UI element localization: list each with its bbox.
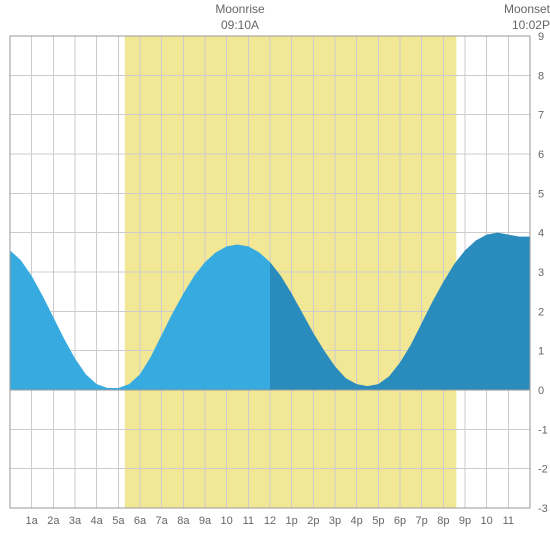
chart-svg: 1a2a3a4a5a6a7a8a9a1011121p2p3p4p5p6p7p8p… [0,0,550,550]
x-tick-label: 1p [286,515,298,527]
y-tick-label: -3 [538,503,548,515]
x-tick-label: 11 [503,515,514,527]
x-tick-label: 5a [112,515,125,527]
x-tick-label: 6p [394,515,406,527]
y-tick-label: 5 [538,188,544,200]
x-tick-label: 6a [134,515,147,527]
x-tick-label: 7a [156,515,169,527]
y-tick-label: 7 [538,110,544,122]
tide-chart: Moonrise 09:10A Moonset 10:02P 1a 2a 3a 4a 5… [0,0,550,550]
y-tick-label: -2 [538,464,548,476]
x-tick-label: 9p [459,515,471,527]
y-tick-label: 6 [538,149,544,161]
x-tick-label: 2a [47,515,60,527]
y-tick-label: 2 [538,306,544,318]
x-tick-label: 5p [372,515,384,527]
moonset-time: 10:02P [480,18,550,34]
y-tick-label: 8 [538,70,544,82]
x-tick-label: 3p [329,515,341,527]
y-tick-label: 1 [538,346,544,358]
x-tick-label: 1a [26,515,39,527]
moonrise-title: Moonrise [215,2,264,16]
y-tick-label: 0 [538,385,544,397]
x-tick-label: 8p [437,515,449,527]
x-tick-label: 9a [199,515,212,527]
x-tick-label: 12 [264,515,276,527]
x-tick-label: 10 [481,515,493,527]
y-tick-label: -1 [538,424,548,436]
y-tick-label: 3 [538,267,544,279]
moonset-label: Moonset 10:02P [480,2,550,33]
moonrise-time: 09:10A [200,18,280,34]
x-tick-label: 10 [221,515,233,527]
x-tick-label: 7p [416,515,428,527]
x-tick-label: 2p [307,515,319,527]
moonrise-label: Moonrise 09:10A [200,2,280,33]
x-tick-label: 11 [243,515,254,527]
x-tick-label: 4a [91,515,104,527]
y-tick-label: 4 [538,228,544,240]
x-tick-label: 4p [351,515,363,527]
x-tick-label: 3a [69,515,82,527]
x-tick-label: 8a [177,515,190,527]
moonset-title: Moonset [504,2,550,16]
